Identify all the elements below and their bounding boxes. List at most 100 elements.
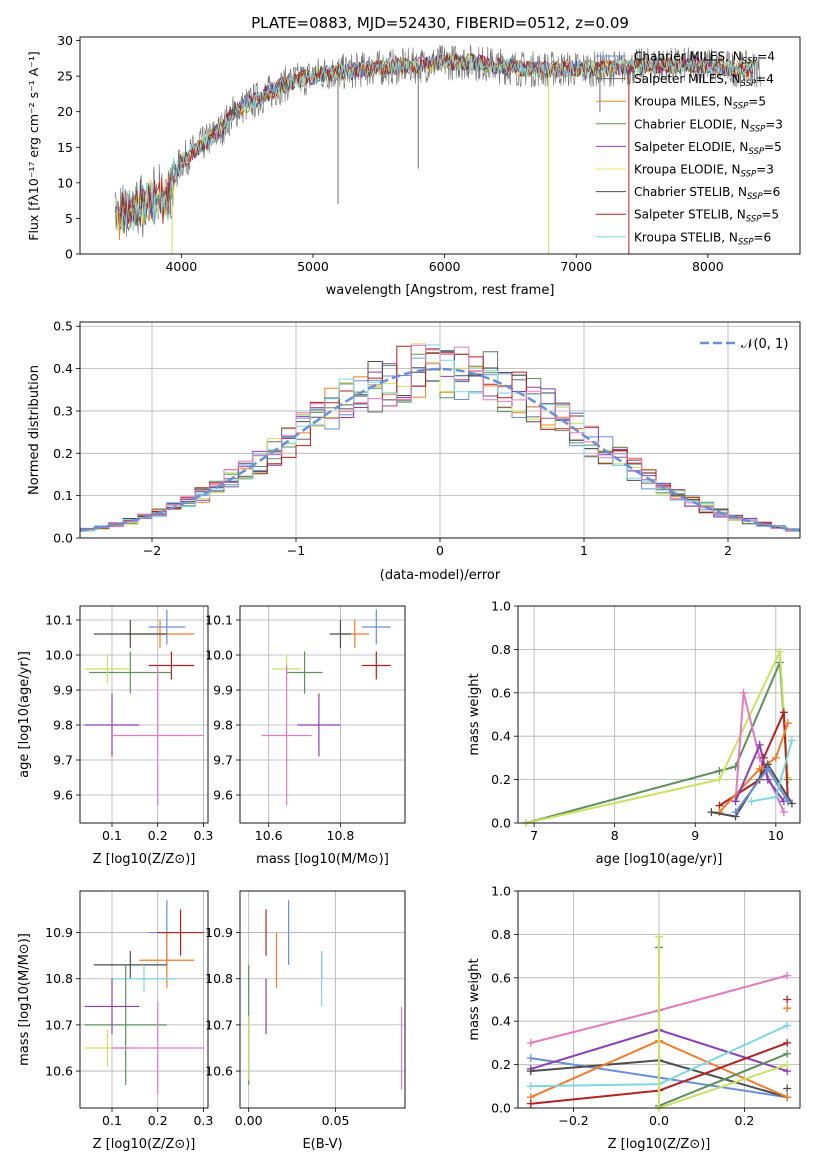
legend-label: Salpeter STELIB, NSSP=5 [634,208,779,225]
x-axis-label: Z [log10(Z/Z⊙)] [93,852,196,867]
y-axis-label: mass weight [467,958,482,1040]
weight-marker [715,775,724,784]
y-tick-label: 0.2 [53,446,73,461]
x-tick-label: −1 [287,543,305,558]
y-tick-label: 1.0 [491,599,511,614]
weight-marker [731,797,740,806]
y-tick-label: 9.7 [213,753,233,768]
weight-marker [739,688,748,697]
spectrum-line-7 [115,52,753,230]
y-axis-label: Normed distribution [27,365,42,495]
x-tick-label: 7000 [560,259,592,274]
x-tick-label: 10.8 [327,828,355,843]
weight-marker [526,1067,535,1076]
y-tick-label: 0.3 [53,403,73,418]
x-tick-label: 0.0 [649,1113,669,1128]
y-tick-label: 0.6 [491,685,511,700]
weight-marker [771,792,780,801]
y-tick-label: 10.0 [45,648,73,663]
axes-frame [79,36,801,255]
weight-line-7 [658,947,788,1108]
weight-marker [779,708,788,717]
legend-label: Chabrier MILES, NSSP=4 [634,50,775,67]
y-tick-label: 0.2 [491,1057,511,1072]
legend-label: Chabrier ELODIE, NSSP=3 [634,117,783,134]
weight-marker [747,797,756,806]
y-tick-label: 0.8 [491,927,511,942]
y-tick-label: 30 [57,33,73,48]
weight-marker [783,1093,792,1102]
y-tick-label: 10.7 [205,1017,233,1032]
y-tick-label: 15 [57,140,73,155]
y-tick-label: 9.7 [53,753,73,768]
x-tick-label: 0.3 [193,828,213,843]
y-tick-label: 0.0 [53,531,73,546]
y-tick-label: 0.4 [491,1014,511,1029]
y-axis-label: mass [log10(M/M⊙)] [17,933,32,1066]
y-tick-label: 10.9 [45,925,73,940]
y-tick-label: 10.9 [205,925,233,940]
histogram-step-9 [80,344,800,538]
plot-3 [236,606,405,827]
plot-6 [236,891,405,1112]
y-tick-label: 10.6 [205,1064,233,1079]
axes-frame [239,890,406,1109]
legend-label: Kroupa ELODIE, NSSP=3 [634,163,774,180]
legend-label: 𝒩(0, 1) [741,337,788,352]
y-tick-label: 9.6 [213,788,233,803]
x-tick-label: 1 [580,543,588,558]
x-tick-label: 2 [724,543,732,558]
weight-marker [783,971,792,980]
weight-marker [771,753,780,762]
y-tick-label: 10.8 [45,971,73,986]
y-tick-label: 10.0 [205,648,233,663]
y-tick-label: 9.9 [53,683,73,698]
spectrum-line-1 [115,44,761,238]
plot-0 [76,40,709,258]
weight-marker [763,775,772,784]
x-tick-label: 10 [768,828,784,843]
x-axis-label: E(B-V) [302,1137,342,1152]
x-tick-label: 0.2 [735,1113,755,1128]
x-axis-label: age [log10(age/yr)] [596,852,723,867]
x-axis-label: mass [log10(M/M⊙)] [256,852,389,867]
axes-frame [517,890,801,1109]
y-tick-label: 9.8 [53,718,73,733]
y-tick-label: 0 [65,247,73,262]
x-tick-label: 6000 [429,259,461,274]
legend-label: Salpeter MILES, NSSP=4 [634,72,774,89]
x-axis-label: Z [log10(Z/Z⊙)] [93,1137,196,1152]
legend-label: Salpeter ELODIE, NSSP=5 [634,140,782,157]
x-tick-label: 8000 [692,259,724,274]
weight-marker [731,808,740,817]
x-tick-label: 0.00 [235,1113,263,1128]
y-tick-label: 0.4 [53,361,73,376]
weight-marker [783,719,792,728]
x-axis-label: (data-model)/error [380,568,501,583]
axes-frame [79,890,209,1109]
x-tick-label: 0.3 [193,1113,213,1128]
y-tick-label: 10.6 [45,1064,73,1079]
x-axis-label: wavelength [Angstrom, rest frame] [326,283,555,298]
spectrum-line-8 [115,53,754,231]
y-tick-label: 9.6 [53,788,73,803]
y-tick-label: 0.4 [491,729,511,744]
weight-line-0 [525,662,789,824]
x-tick-label: 9 [691,828,699,843]
weight-marker [783,1060,792,1069]
weight-marker [526,1099,535,1108]
weight-marker [763,764,772,773]
weight-marker [783,1021,792,1030]
y-tick-label: 1.0 [491,884,511,899]
plot-7 [514,890,800,1112]
weight-marker [783,1038,792,1047]
x-tick-label: 7 [530,828,538,843]
weight-marker [779,808,788,817]
weight-marker [755,740,764,749]
y-tick-label: 10.8 [205,971,233,986]
weight-marker [787,799,796,808]
plot-4 [514,605,800,827]
x-axis-label: Z [log10(Z/Z⊙)] [608,1137,711,1152]
weight-marker [775,647,784,656]
plot-2 [76,606,208,827]
